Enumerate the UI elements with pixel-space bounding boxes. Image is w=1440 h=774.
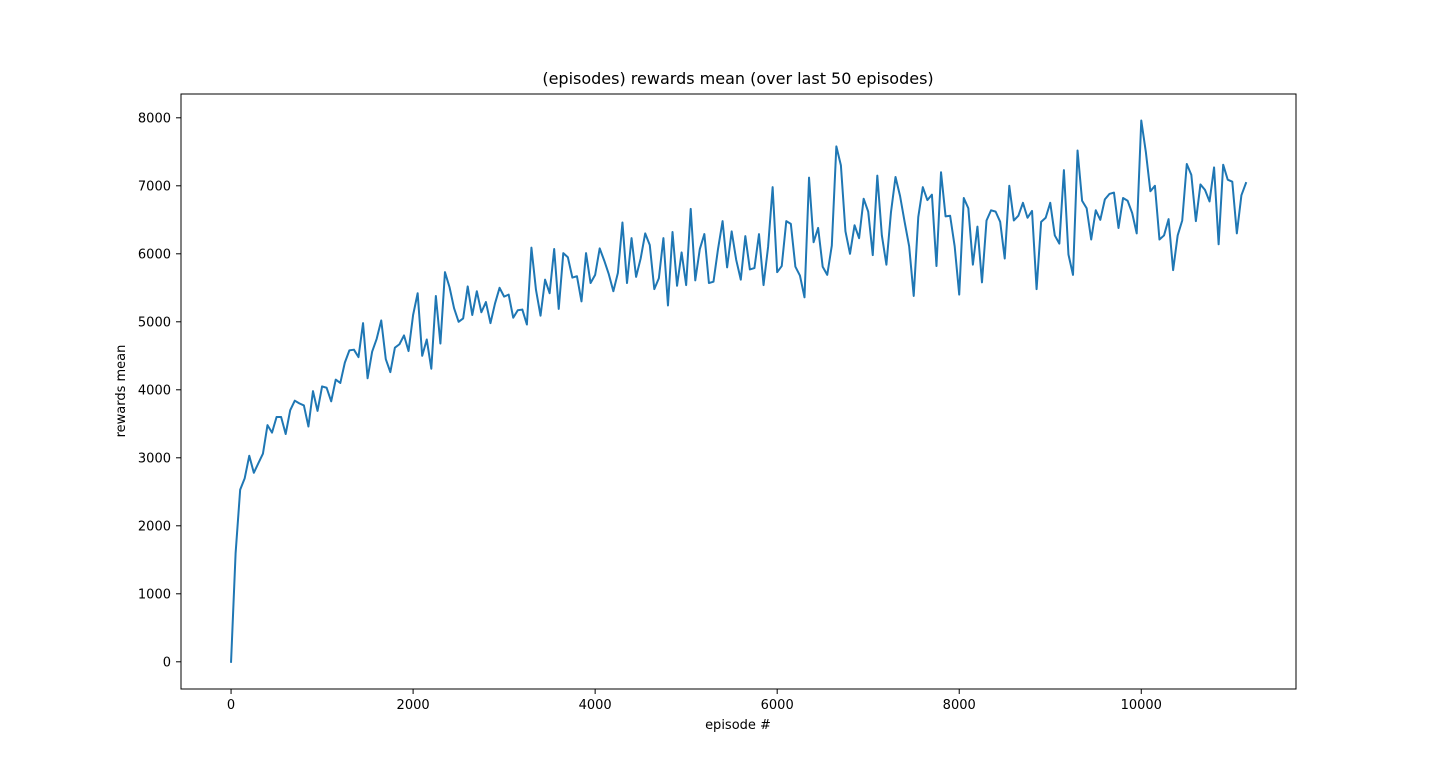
y-tick-label: 3000 [138,451,171,466]
chart-title: (episodes) rewards mean (over last 50 ep… [542,69,933,88]
x-tick-label: 6000 [761,698,794,713]
y-tick-label: 7000 [138,179,171,194]
y-tick-label: 4000 [138,383,171,398]
x-tick-label: 2000 [397,698,430,713]
x-tick-label: 4000 [579,698,612,713]
y-axis-label: rewards mean [114,345,129,438]
plot-frame [180,93,1297,690]
y-tick-label: 1000 [138,587,171,602]
y-tick-label: 8000 [138,111,171,126]
series-line-0 [230,119,1248,663]
y-tick-label: 5000 [138,315,171,330]
y-tick-label: 0 [163,655,171,670]
x-tick-label: 0 [227,698,235,713]
x-tick-label: 8000 [943,698,976,713]
y-tick-label: 2000 [138,519,171,534]
x-tick-label: 10000 [1121,698,1162,713]
plot-area: 0 2000 4000 6000 8000 10000 0 1000 2000 3000 4000 5… [138,93,1297,713]
x-axis-label: episode # [705,718,771,733]
y-tick-label: 6000 [138,247,171,262]
